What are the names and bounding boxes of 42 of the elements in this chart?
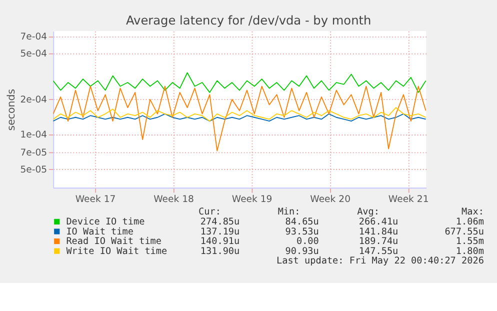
- text: 141.84u: [358, 226, 398, 238]
- text: 84.65u: [285, 216, 319, 228]
- text: 140.91u: [200, 236, 240, 248]
- text: 1.06m: [456, 216, 484, 228]
- text: Min:: [278, 206, 300, 218]
- text: Max:: [462, 206, 484, 218]
- legend-label: IO Wait time: [66, 226, 134, 238]
- legend-label: Write IO Wait time: [66, 246, 168, 257]
- text: 0.00: [296, 236, 319, 248]
- x-tick-label: Week 21: [388, 194, 429, 206]
- text: 93.53u: [285, 226, 319, 238]
- line-series: [53, 86, 426, 152]
- x-tick-label: Week 20: [310, 194, 351, 206]
- text: 90.93u: [285, 246, 319, 257]
- text: 266.41u: [358, 216, 398, 228]
- text: 1.55m: [456, 236, 484, 248]
- text: Cur:: [198, 206, 221, 218]
- y-tick-label: 5e-04: [20, 48, 48, 60]
- text: Last update: Fri May 22 00:40:27 2026: [276, 256, 484, 267]
- line-series: [53, 113, 426, 122]
- y-tick-label: 1e-04: [20, 130, 48, 141]
- y-tick-label: 7e-05: [20, 147, 48, 158]
- text: 1.80m: [456, 246, 484, 257]
- text: 274.85u: [200, 216, 240, 228]
- x-tick-label: Week 18: [154, 194, 194, 206]
- legend-label: Device IO time: [66, 216, 146, 228]
- text: Avg:: [357, 206, 380, 218]
- line-series: [53, 107, 426, 122]
- y-tick-label: 7e-04: [20, 32, 48, 43]
- y-tick-label: 2e-04: [20, 94, 48, 106]
- text: 189.74u: [358, 236, 398, 248]
- x-tick-label: Week 19: [232, 194, 272, 206]
- legend-label: Read IO Wait time: [66, 236, 162, 248]
- y-axis-title: seconds: [6, 88, 18, 131]
- text: 131.90u: [200, 246, 240, 257]
- line-series: [53, 72, 426, 93]
- chart-title: Average latency for /dev/vda - by month: [126, 13, 372, 28]
- x-tick-label: Week 17: [75, 194, 116, 206]
- text: 137.19u: [200, 226, 240, 238]
- text: 677.55u: [444, 226, 484, 238]
- y-tick-label: 5e-05: [20, 164, 48, 176]
- text: 147.55u: [358, 246, 398, 257]
